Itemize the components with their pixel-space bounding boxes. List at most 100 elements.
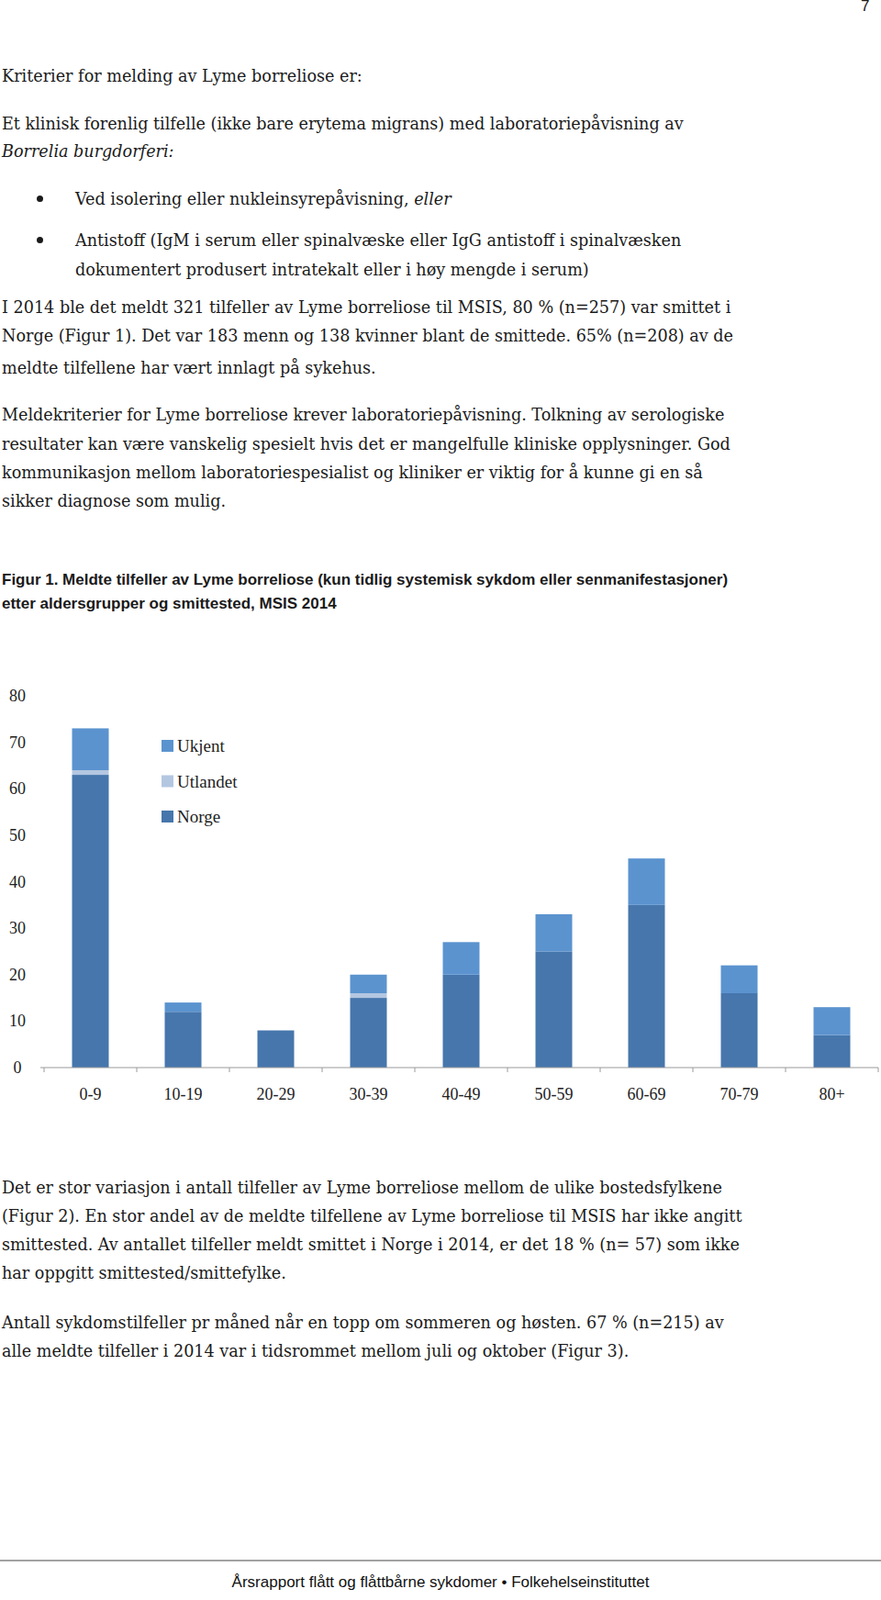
- text-run: Norge (Figur 1). Det var 183 menn og 138…: [1, 326, 734, 346]
- bar-segment: [350, 974, 388, 993]
- bullet: [36, 195, 44, 202]
- text-run: dokumentert produsert intratekalt eller …: [75, 260, 590, 279]
- text-run: meldte tilfellene har vært innlagt på sy…: [1, 358, 377, 378]
- text-line: smittested. Av antallet tilfeller meldt …: [1, 1234, 740, 1255]
- text-run: Det er stor variasjon i antall tilfeller…: [1, 1178, 723, 1197]
- bar-segment: [165, 1002, 202, 1012]
- text-line: resultater kan være vanskelig spesielt h…: [1, 434, 731, 455]
- figure-caption: Figur 1. Meldte tilfeller av Lyme borrel…: [1, 570, 728, 590]
- bar-segment: [350, 992, 388, 998]
- bar-segment: [814, 1006, 851, 1035]
- bullet: [36, 236, 44, 244]
- text-run: kommunikasjon mellom laboratoriespesiali…: [1, 463, 703, 482]
- text-run: Et klinisk forenlig tilfelle (ikke bare …: [1, 114, 684, 134]
- bar-segment: [721, 965, 759, 993]
- bar-segment: [72, 769, 110, 775]
- x-axis: [40, 1067, 879, 1069]
- text-line: alle meldte tilfeller i 2014 var i tidsr…: [1, 1340, 629, 1361]
- x-tick: [507, 1067, 509, 1072]
- y-tick-label: 60: [9, 779, 26, 798]
- x-tick: [136, 1067, 138, 1072]
- text-line: Et klinisk forenlig tilfelle (ikke bare …: [1, 113, 684, 134]
- bar-segment: [628, 904, 666, 1068]
- text-run: har oppgitt smittested/smittefylke.: [1, 1263, 287, 1283]
- y-tick-label: 30: [9, 918, 26, 937]
- text-line: Antall sykdomstilfeller pr måned når en …: [1, 1312, 725, 1333]
- text-run: I 2014 ble det meldt 321 tilfeller av Ly…: [1, 298, 731, 317]
- legend-swatch: [161, 810, 174, 823]
- bar-segment: [721, 992, 759, 1068]
- text-run: smittested. Av antallet tilfeller meldt …: [1, 1235, 740, 1254]
- bar-segment: [814, 1035, 851, 1068]
- bar-segment: [257, 1029, 295, 1031]
- x-tick-label: 40-49: [442, 1084, 481, 1104]
- text-run: Kriterier for melding av Lyme borreliose…: [1, 66, 363, 86]
- bar-segment: [257, 1030, 295, 1069]
- legend-label: Norge: [177, 806, 221, 826]
- legend-swatch: [161, 739, 174, 752]
- legend-label: Utlandet: [177, 771, 238, 792]
- bar-segment: [350, 997, 388, 1068]
- x-tick-label: 10-19: [164, 1084, 203, 1104]
- x-tick-label: 0-9: [79, 1084, 102, 1104]
- x-tick-label: 70-79: [720, 1084, 759, 1104]
- bar-segment: [72, 727, 110, 770]
- x-tick-label: 60-69: [627, 1084, 667, 1104]
- chart: 010203040506070800-910-1920-2930-3940-49…: [0, 0, 881, 1600]
- bar-segment: [443, 941, 480, 974]
- x-tick-label: 20-29: [256, 1084, 296, 1104]
- x-tick: [600, 1067, 602, 1072]
- bar-segment: [165, 1011, 202, 1068]
- text-line: Borrelia burgdorferi:: [1, 141, 175, 162]
- legend-swatch: [161, 775, 174, 788]
- text-line: Det er stor variasjon i antall tilfeller…: [1, 1177, 723, 1198]
- text-run: (Figur 2). En stor andel av de meldte ti…: [1, 1206, 743, 1226]
- text-run: Antistoff (IgM i serum eller spinalvæske…: [75, 231, 681, 250]
- x-tick: [44, 1067, 45, 1072]
- text-run: Borrelia burgdorferi:: [1, 142, 175, 161]
- text-line: Ved isolering eller nukleinsyrepåvisning…: [75, 189, 452, 210]
- x-tick-label: 80+: [818, 1084, 845, 1104]
- text-line: Antistoff (IgM i serum eller spinalvæske…: [75, 230, 681, 251]
- y-tick-label: 0: [13, 1058, 23, 1077]
- x-tick: [692, 1067, 694, 1072]
- text-run: eller: [413, 189, 452, 209]
- bar-segment: [535, 914, 573, 952]
- text-line: Kriterier for melding av Lyme borreliose…: [1, 66, 363, 87]
- text-run: resultater kan være vanskelig spesielt h…: [1, 434, 731, 454]
- text-line: Meldekriterier for Lyme borreliose kreve…: [1, 404, 725, 425]
- bar-segment: [257, 1029, 295, 1031]
- legend-label: Ukjent: [177, 736, 225, 756]
- text-line: sikker diagnose som mulig.: [1, 490, 226, 512]
- bar-segment: [443, 974, 480, 1068]
- figure-caption: etter aldersgrupper og smittested, MSIS …: [1, 594, 337, 614]
- x-tick: [229, 1067, 231, 1072]
- y-tick-label: 80: [9, 686, 26, 705]
- text-line: meldte tilfellene har vært innlagt på sy…: [1, 357, 377, 379]
- bar-segment: [535, 950, 573, 1068]
- text-line: har oppgitt smittested/smittefylke.: [1, 1262, 287, 1283]
- y-tick-label: 50: [9, 825, 26, 845]
- text-line: I 2014 ble det meldt 321 tilfeller av Ly…: [1, 297, 731, 318]
- x-tick-label: 30-39: [349, 1084, 389, 1104]
- x-tick: [414, 1067, 416, 1072]
- page-number: 7: [860, 0, 870, 16]
- x-tick: [878, 1067, 880, 1072]
- x-tick-label: 50-59: [535, 1084, 574, 1104]
- bars: [72, 727, 851, 1068]
- text-line: Norge (Figur 1). Det var 183 menn og 138…: [1, 325, 734, 346]
- text-run: Antall sykdomstilfeller pr måned når en …: [1, 1313, 725, 1332]
- bar-segment: [72, 774, 110, 1068]
- text-line: dokumentert produsert intratekalt eller …: [75, 259, 590, 280]
- text-line: (Figur 2). En stor andel av de meldte ti…: [1, 1205, 743, 1227]
- y-tick-label: 70: [9, 733, 26, 752]
- text-run: Meldekriterier for Lyme borreliose kreve…: [1, 405, 725, 424]
- bar-segment: [628, 858, 666, 905]
- text-run: Ved isolering eller nukleinsyrepåvisning…: [75, 189, 414, 209]
- y-tick-label: 40: [9, 872, 26, 892]
- text-run: alle meldte tilfeller i 2014 var i tidsr…: [1, 1341, 629, 1361]
- y-tick-label: 20: [9, 965, 26, 984]
- x-tick: [785, 1067, 787, 1072]
- x-tick: [322, 1067, 324, 1072]
- footer: Årsrapport flått og flåttbårne sykdomer …: [232, 1572, 650, 1591]
